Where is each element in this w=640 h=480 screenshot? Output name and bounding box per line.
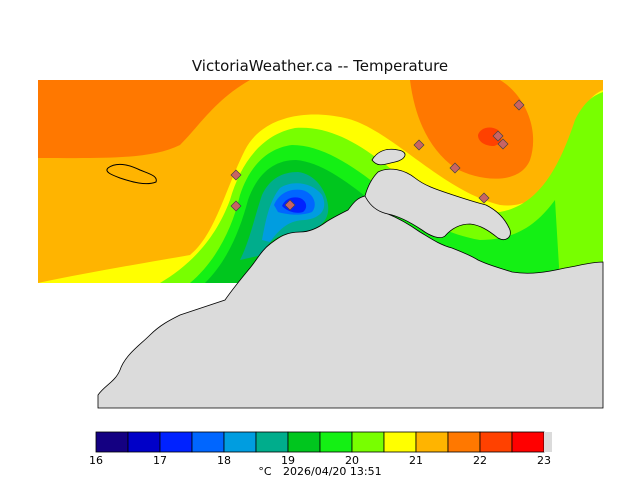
- land: [97, 148, 604, 409]
- colorbar-tick-label: 16: [89, 454, 103, 467]
- colorbar-tick-label: 18: [217, 454, 231, 467]
- station-marker: [413, 139, 425, 151]
- station-marker: [492, 130, 504, 142]
- land-inlet: [371, 148, 406, 166]
- colorbar-swatch: [319, 431, 353, 453]
- station-marker: [497, 138, 509, 150]
- page-title: VictoriaWeather.ca -- Temperature: [191, 57, 449, 75]
- station-marker: [284, 199, 296, 211]
- colorbar-tick-label: 19: [281, 454, 295, 467]
- colorbar-swatch: [255, 431, 289, 453]
- station-marker: [230, 200, 242, 212]
- band-23: [478, 127, 502, 146]
- station-marker: [230, 169, 242, 181]
- colorbar-swatch: [383, 431, 417, 453]
- land-southern-shore: [97, 195, 604, 409]
- unit-label: °C: [258, 465, 272, 478]
- colorbar-swatch: [447, 431, 481, 453]
- colorbar-swatch: [127, 431, 161, 453]
- colorbar-swatch: [95, 431, 129, 453]
- land-peninsula: [364, 168, 511, 240]
- footer: °C 2026/04/20 13:51: [0, 465, 640, 478]
- colorbar-tick-label: 20: [345, 454, 359, 467]
- colorbar-tick-label: 21: [409, 454, 423, 467]
- timestamp: 2026/04/20 13:51: [283, 465, 382, 478]
- island-outline: [106, 163, 157, 185]
- colorbar-swatch: [223, 431, 257, 453]
- band-22-east: [410, 80, 534, 179]
- station-marker: [513, 99, 525, 111]
- band-22-warm-west: [38, 80, 250, 159]
- colorbar-swatch: [191, 431, 225, 453]
- colorbar: [95, 431, 545, 453]
- station-marker: [449, 162, 461, 174]
- colorbar-tick-label: 22: [473, 454, 487, 467]
- colorbar-swatch: [351, 431, 385, 453]
- colorbar-tick-label: 17: [153, 454, 167, 467]
- colorbar-swatch: [287, 431, 321, 453]
- colorbar-swatch: [511, 431, 545, 453]
- colorbar-end-cap: [544, 432, 552, 452]
- colorbar-swatch: [415, 431, 449, 453]
- station-marker: [478, 192, 490, 204]
- colorbar-swatch: [159, 431, 193, 453]
- station-markers: [230, 99, 525, 212]
- colorbar-tick-label: 23: [537, 454, 551, 467]
- colorbar-swatch: [479, 431, 513, 453]
